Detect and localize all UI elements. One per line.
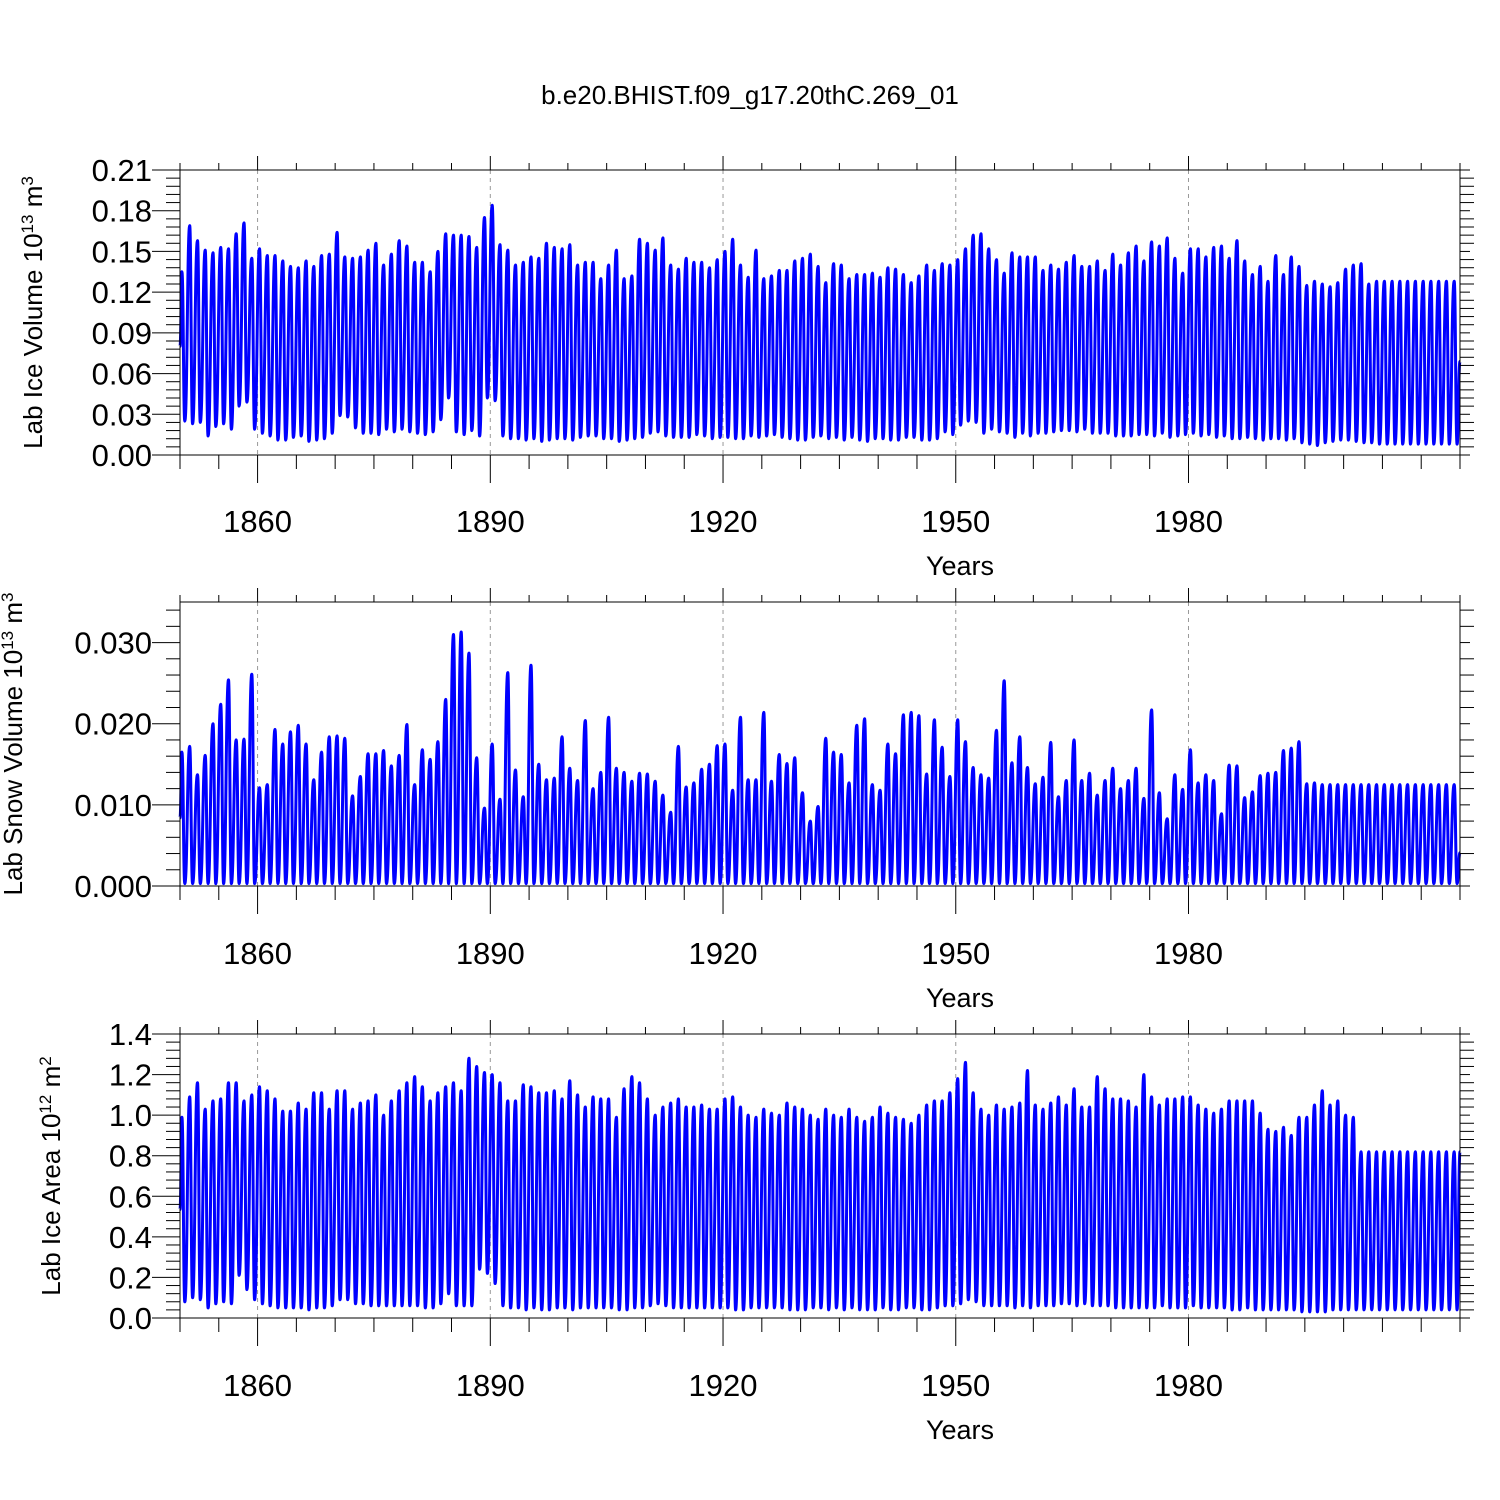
y-tick-label: 0.18	[92, 194, 152, 229]
x-tick-label: 1980	[1154, 936, 1223, 971]
y-axis-label-unit-exponent: 2	[36, 1056, 55, 1065]
y-tick-label: 0.020	[74, 707, 152, 742]
y-tick-label: 0.06	[92, 357, 152, 392]
x-axis-label: Years	[926, 1415, 994, 1445]
x-tick-label: 1890	[456, 504, 525, 539]
x-tick-label: 1860	[223, 936, 292, 971]
y-tick-label: 0.000	[74, 869, 152, 904]
y-tick-label: 0.00	[92, 438, 152, 473]
plot-frame	[179, 169, 1461, 456]
y-tick-label: 1.2	[109, 1058, 152, 1093]
y-tick-label: 0.4	[109, 1220, 152, 1255]
series-line	[178, 203, 1462, 447]
x-axis-label: Years	[926, 983, 994, 1013]
y-tick-label: 0.8	[109, 1139, 152, 1174]
y-axis-label: Lab Ice Volume 1013 m3	[18, 176, 49, 449]
y-axis-label-unit: m	[18, 186, 48, 215]
y-axis-label: Lab Ice Area 1012 m2	[36, 1056, 67, 1295]
y-tick-label: 0.09	[92, 316, 152, 351]
y-tick-label: 0.12	[92, 275, 152, 310]
y-tick-label: 0.03	[92, 397, 152, 432]
y-axis-label-unit-exponent: 3	[18, 176, 37, 185]
y-axis-label: Lab Snow Volume 1013 m3	[0, 592, 28, 895]
y-tick-label: 0.010	[74, 788, 152, 823]
figure-title: b.e20.BHIST.f09_g17.20thC.269_01	[541, 80, 959, 110]
x-tick-label: 1950	[921, 936, 990, 971]
y-axis-label-text: Lab Ice Volume 10	[18, 233, 48, 448]
x-tick-label: 1860	[223, 1368, 292, 1403]
x-axis-label: Years	[926, 551, 994, 581]
x-tick-label: 1920	[689, 1368, 758, 1403]
y-axis-label-unit-exponent: 3	[0, 592, 17, 601]
y-axis-label-exponent: 12	[36, 1095, 55, 1114]
y-axis-label-unit: m	[36, 1066, 66, 1095]
y-axis-label-text: Lab Snow Volume 10	[0, 650, 28, 896]
x-tick-label: 1950	[921, 1368, 990, 1403]
y-axis-label-text: Lab Ice Area 10	[36, 1114, 66, 1296]
series-line	[178, 630, 1462, 886]
x-tick-label: 1860	[223, 504, 292, 539]
y-tick-label: 1.4	[109, 1017, 152, 1052]
x-tick-label: 1890	[456, 1368, 525, 1403]
y-tick-label: 0.2	[109, 1260, 152, 1295]
y-axis-label-exponent: 13	[18, 215, 37, 234]
x-tick-label: 1950	[921, 504, 990, 539]
chart-panel-2: 0.000 0.010 0.020 0.030 1860 1890 1920 1950 1980…	[0, 588, 1474, 1013]
x-tick-label: 1890	[456, 936, 525, 971]
x-tick-label: 1980	[1154, 1368, 1223, 1403]
y-axis-label-exponent: 13	[0, 631, 17, 650]
plot-frame	[179, 1033, 1461, 1319]
chart-panel-1: 0.00 0.03 0.06 0.09 0.12 0.15 0.18 0.21 1860 1890…	[18, 153, 1474, 581]
x-tick-label: 1920	[689, 504, 758, 539]
y-tick-label: 0.15	[92, 234, 152, 269]
y-tick-label: 0.0	[109, 1301, 152, 1336]
y-axis-label-unit: m	[0, 602, 28, 631]
chart-panel-3: 0.0 0.2 0.4 0.6 0.8 1.0 1.2 1.4 1860 1890 1920 1950…	[36, 1017, 1474, 1445]
y-tick-label: 1.0	[109, 1098, 152, 1133]
y-tick-label: 0.6	[109, 1179, 152, 1214]
x-tick-label: 1980	[1154, 504, 1223, 539]
y-tick-label: 0.21	[92, 153, 152, 188]
y-tick-label: 0.030	[74, 626, 152, 661]
plot-frame	[179, 601, 1461, 887]
x-tick-label: 1920	[689, 936, 758, 971]
series-line	[178, 1056, 1462, 1314]
